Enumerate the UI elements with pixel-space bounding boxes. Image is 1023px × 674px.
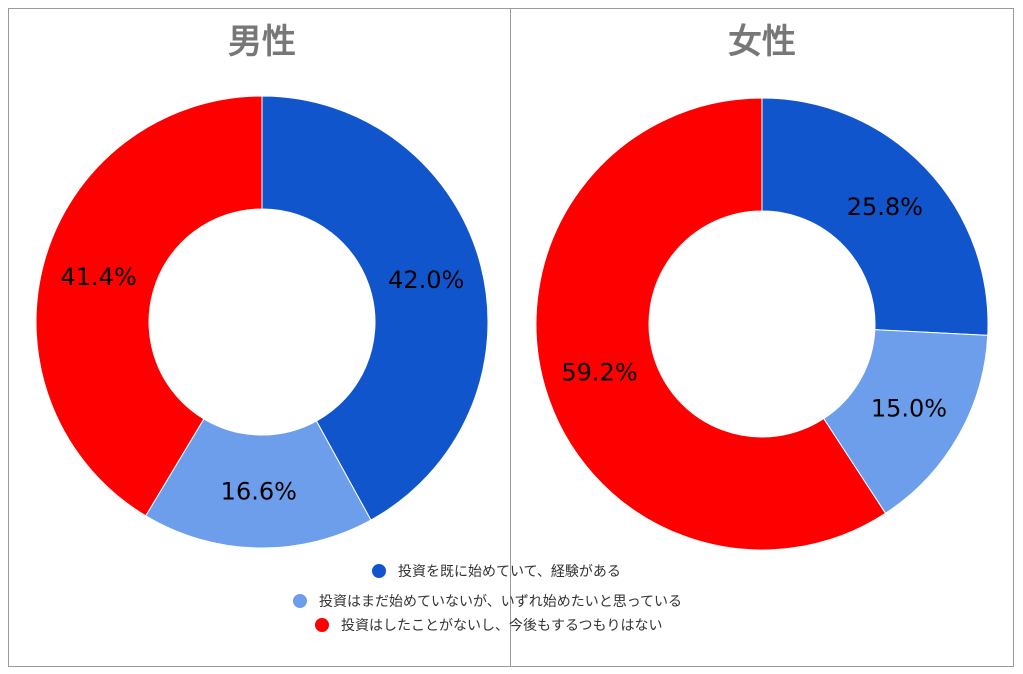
legend-marker-never [315,618,329,632]
slice-female-experienced [761,97,989,336]
legend-item-never: 投資はしたことがないし、今後もするつもりはない [315,614,662,636]
legend-item-experienced: 投資を既に始めていて、経験がある [372,560,621,582]
data-label-female-never: 59.2% [561,358,637,386]
slice-male-future [145,418,372,549]
chart-title-female: 女性 [728,22,796,62]
legend-marker-experienced [372,564,386,578]
chart-title-male: 男性 [228,22,296,62]
data-label-male-future: 16.6% [221,477,297,505]
data-label-female-future: 15.0% [871,394,947,422]
legend-item-future: 投資はまだ始めていないが、いずれ始めたいと思っている [293,590,682,612]
panel-divider [510,8,511,667]
legend-label-future: 投資はまだ始めていないが、いずれ始めたいと思っている [319,594,683,610]
data-label-male-never: 41.4% [61,263,137,291]
legend-marker-future [293,594,307,608]
legend-label-never: 投資はしたことがないし、今後もするつもりはない [341,618,663,634]
slice-male-never [35,95,263,517]
slice-female-never [535,97,887,551]
data-label-male-experienced: 42.0% [388,266,464,294]
data-label-female-experienced: 25.8% [847,193,923,221]
slice-male-experienced [261,95,489,521]
legend-label-experienced: 投資を既に始めていて、経験がある [398,564,621,580]
chart-frame [8,8,1014,667]
slice-female-future [823,329,989,514]
